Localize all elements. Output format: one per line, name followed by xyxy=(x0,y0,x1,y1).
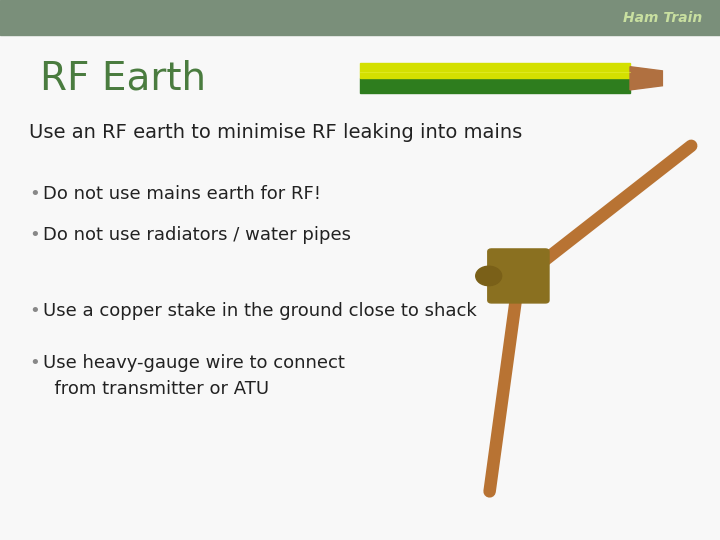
Polygon shape xyxy=(630,67,662,90)
Text: Do not use radiators / water pipes: Do not use radiators / water pipes xyxy=(43,226,351,244)
Text: Do not use mains earth for RF!: Do not use mains earth for RF! xyxy=(43,185,321,204)
Text: Use a copper stake in the ground close to shack: Use a copper stake in the ground close t… xyxy=(43,302,477,320)
Bar xyxy=(0,0,720,35)
Text: Use heavy-gauge wire to connect
  from transmitter or ATU: Use heavy-gauge wire to connect from tra… xyxy=(43,354,345,398)
Bar xyxy=(360,64,630,78)
Text: RF Earth: RF Earth xyxy=(40,59,206,97)
Text: •: • xyxy=(29,226,40,244)
Text: •: • xyxy=(29,354,40,372)
Text: •: • xyxy=(29,185,40,204)
Circle shape xyxy=(476,266,502,286)
Text: Ham Train: Ham Train xyxy=(623,11,702,24)
Text: •: • xyxy=(29,302,40,320)
FancyBboxPatch shape xyxy=(488,249,549,303)
Bar xyxy=(360,78,630,93)
Text: Use an RF earth to minimise RF leaking into mains: Use an RF earth to minimise RF leaking i… xyxy=(29,123,522,142)
